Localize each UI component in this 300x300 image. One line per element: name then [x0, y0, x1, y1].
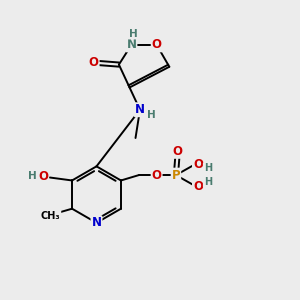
Text: P: P — [172, 169, 180, 182]
Text: N: N — [92, 216, 101, 229]
Text: O: O — [38, 170, 48, 183]
Text: H: H — [204, 177, 212, 187]
Text: H: H — [204, 163, 212, 173]
Text: O: O — [152, 169, 162, 182]
Text: H: H — [147, 110, 156, 120]
Text: O: O — [193, 180, 203, 193]
Text: O: O — [88, 56, 99, 69]
Text: CH₃: CH₃ — [41, 211, 61, 220]
Text: N: N — [135, 103, 145, 116]
Text: N: N — [126, 38, 136, 51]
Text: O: O — [172, 145, 182, 158]
Text: O: O — [193, 158, 203, 171]
Text: H: H — [28, 171, 36, 181]
Text: O: O — [152, 38, 162, 51]
Text: H: H — [128, 28, 137, 39]
